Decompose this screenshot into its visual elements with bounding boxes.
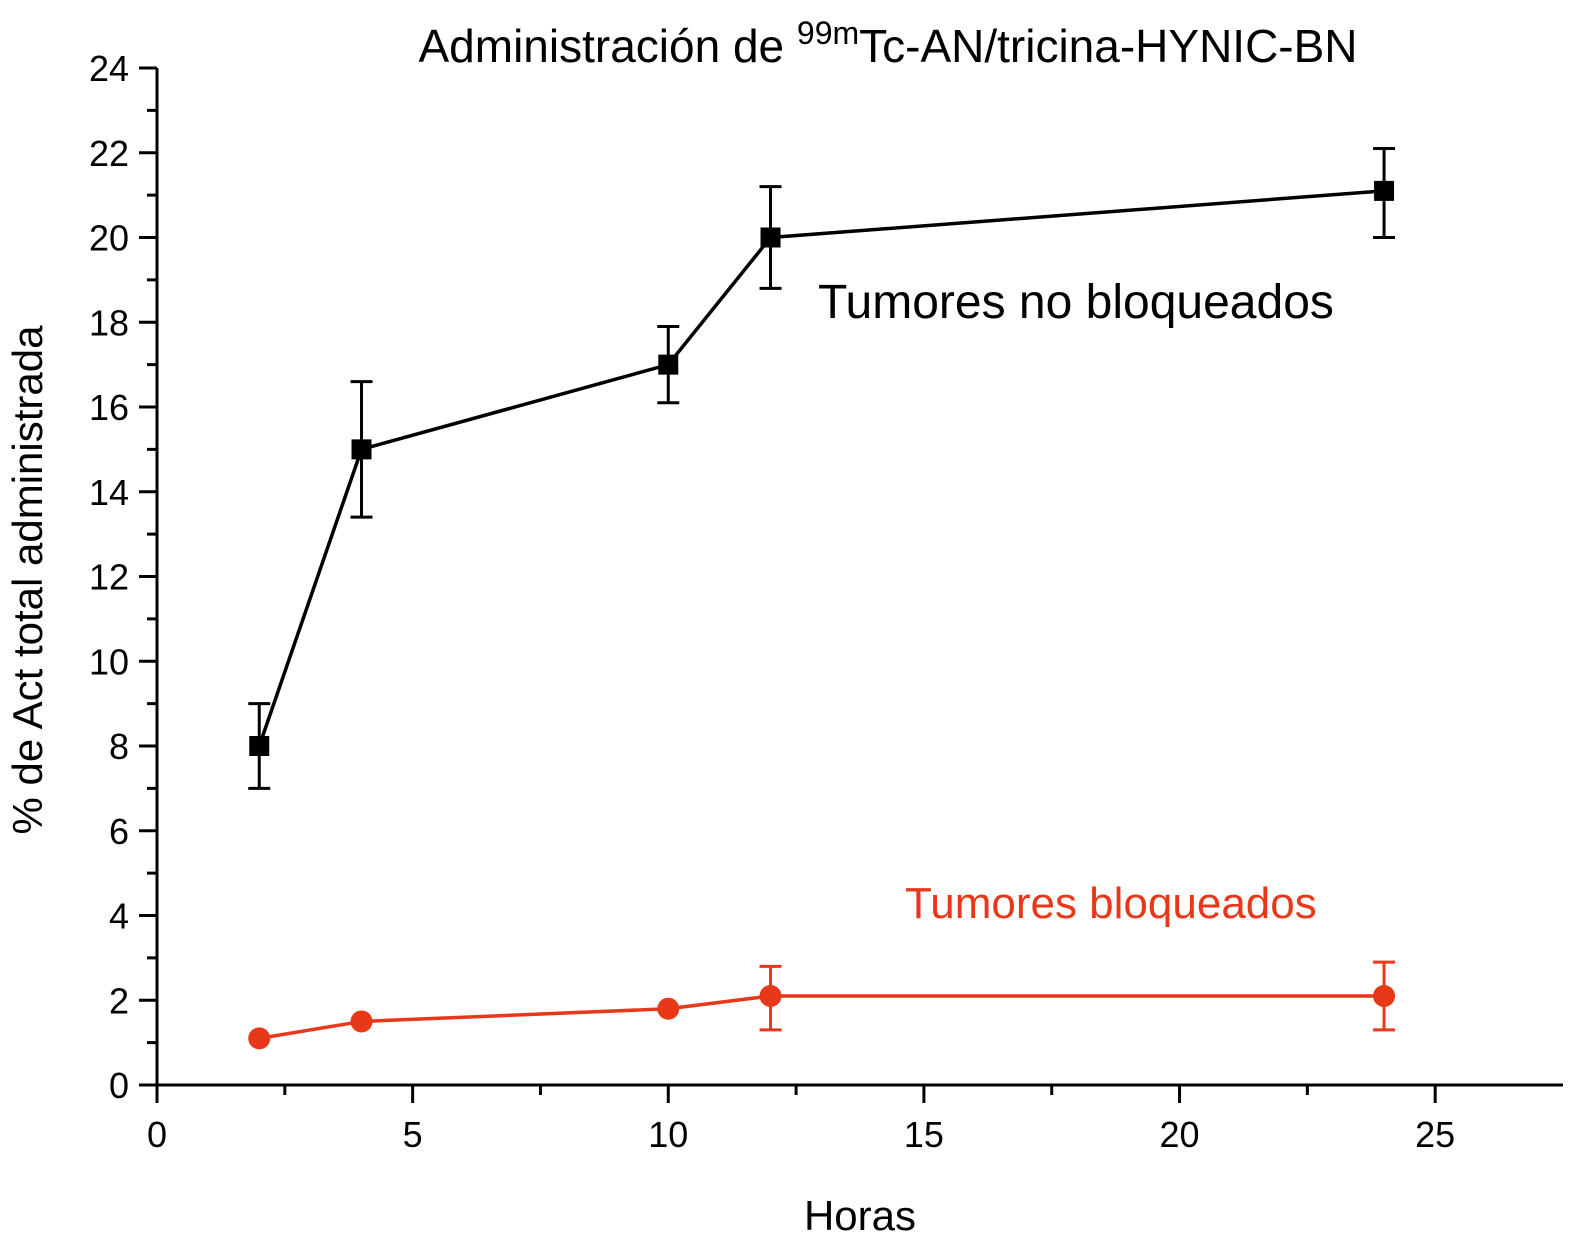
y-tick-label: 8 bbox=[109, 726, 129, 767]
y-tick-label: 16 bbox=[89, 387, 129, 428]
x-tick-label: 5 bbox=[403, 1114, 423, 1155]
chart-title-main: Administración de bbox=[418, 20, 796, 72]
y-tick-label: 6 bbox=[109, 811, 129, 852]
data-point bbox=[351, 439, 372, 460]
series-label-tumores-no-bloqueados: Tumores no bloqueados bbox=[818, 276, 1334, 329]
series-layer bbox=[248, 147, 1396, 1050]
series-0 bbox=[248, 147, 1396, 790]
x-tick-label: 15 bbox=[904, 1114, 944, 1155]
data-point bbox=[760, 227, 781, 248]
x-tick-label: 20 bbox=[1160, 1114, 1200, 1155]
y-tick-label: 24 bbox=[89, 48, 129, 89]
series-1 bbox=[248, 960, 1396, 1050]
data-point bbox=[1374, 180, 1395, 201]
chart-title-superscript: 99m bbox=[797, 15, 859, 51]
data-point bbox=[249, 736, 270, 756]
y-tick-label: 14 bbox=[89, 472, 129, 513]
series-line bbox=[257, 189, 1385, 747]
data-point bbox=[658, 354, 679, 375]
chart-title: Administración de 99mTc-AN/tricina-HYNIC… bbox=[418, 15, 1357, 72]
chart-title-rest: Tc-AN/tricina-HYNIC-BN bbox=[859, 20, 1357, 72]
y-tick-label: 18 bbox=[89, 302, 129, 343]
y-tick-label: 4 bbox=[109, 896, 129, 937]
y-tick-label: 20 bbox=[89, 218, 129, 259]
series-line bbox=[258, 994, 1385, 1041]
y-tick-label: 10 bbox=[89, 641, 129, 682]
data-point bbox=[1373, 985, 1396, 1008]
data-point bbox=[248, 1027, 271, 1050]
y-tick-label: 22 bbox=[89, 133, 129, 174]
x-axis-title: Horas bbox=[804, 1192, 916, 1239]
data-point bbox=[657, 997, 680, 1020]
series-label-tumores-bloqueados: Tumores bloqueados bbox=[905, 879, 1317, 928]
y-tick-label: 12 bbox=[89, 557, 129, 598]
x-tick-label: 10 bbox=[648, 1114, 688, 1155]
x-tick-label: 25 bbox=[1415, 1114, 1455, 1155]
x-tick-label: 0 bbox=[147, 1114, 167, 1155]
data-point bbox=[759, 985, 782, 1008]
y-tick-label: 0 bbox=[109, 1065, 129, 1106]
y-tick-label: 2 bbox=[109, 980, 129, 1021]
data-point bbox=[350, 1010, 373, 1033]
y-axis-title: % de Act total administrada bbox=[4, 325, 51, 835]
